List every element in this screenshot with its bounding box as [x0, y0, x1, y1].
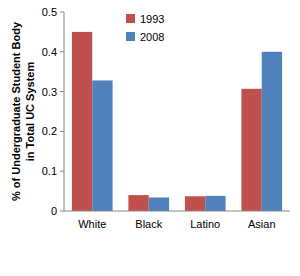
y-tick-label: 0.1 — [42, 165, 57, 177]
bar — [149, 197, 169, 211]
y-tick — [60, 51, 64, 52]
y-tick — [60, 211, 64, 212]
y-tick-label: 0.5 — [42, 6, 57, 18]
legend-label: 2008 — [140, 31, 164, 43]
y-axis — [64, 12, 65, 211]
y-tick — [60, 91, 64, 92]
bar — [262, 52, 282, 211]
y-axis-label-line: in Total UC System — [24, 62, 36, 162]
y-tick — [60, 131, 64, 132]
y-tick-label: 0.3 — [42, 86, 57, 98]
x-axis — [64, 211, 290, 212]
x-tick-label: Black — [135, 218, 162, 230]
y-tick-label: 0.4 — [42, 46, 57, 58]
legend-swatch — [126, 32, 135, 41]
x-tick-label: Latino — [190, 218, 220, 230]
y-tick — [60, 171, 64, 172]
bar — [185, 196, 205, 211]
legend-swatch — [126, 14, 135, 23]
y-tick-label: 0 — [51, 205, 57, 217]
chart: 0 0.1 0.2 0.3 0.4 0.5 White Black Latino Asian % o… — [0, 0, 300, 276]
y-axis-label-line: % of Undergraduate Student Body — [10, 21, 22, 201]
chart-container: 0 0.1 0.2 0.3 0.4 0.5 White Black Latino Asian % o… — [0, 0, 300, 276]
bar — [205, 196, 225, 211]
bar — [128, 195, 148, 211]
bar — [241, 89, 261, 211]
bar — [92, 80, 112, 211]
bar — [72, 32, 92, 211]
bars — [72, 32, 282, 211]
x-tick-label: White — [78, 218, 106, 230]
y-axis-label: % of Undergraduate Student Bodyin Total … — [10, 21, 36, 201]
x-tick-label: Asian — [248, 218, 276, 230]
y-tick — [60, 12, 64, 13]
y-tick-label: 0.2 — [42, 125, 57, 137]
legend-label: 1993 — [140, 13, 164, 25]
